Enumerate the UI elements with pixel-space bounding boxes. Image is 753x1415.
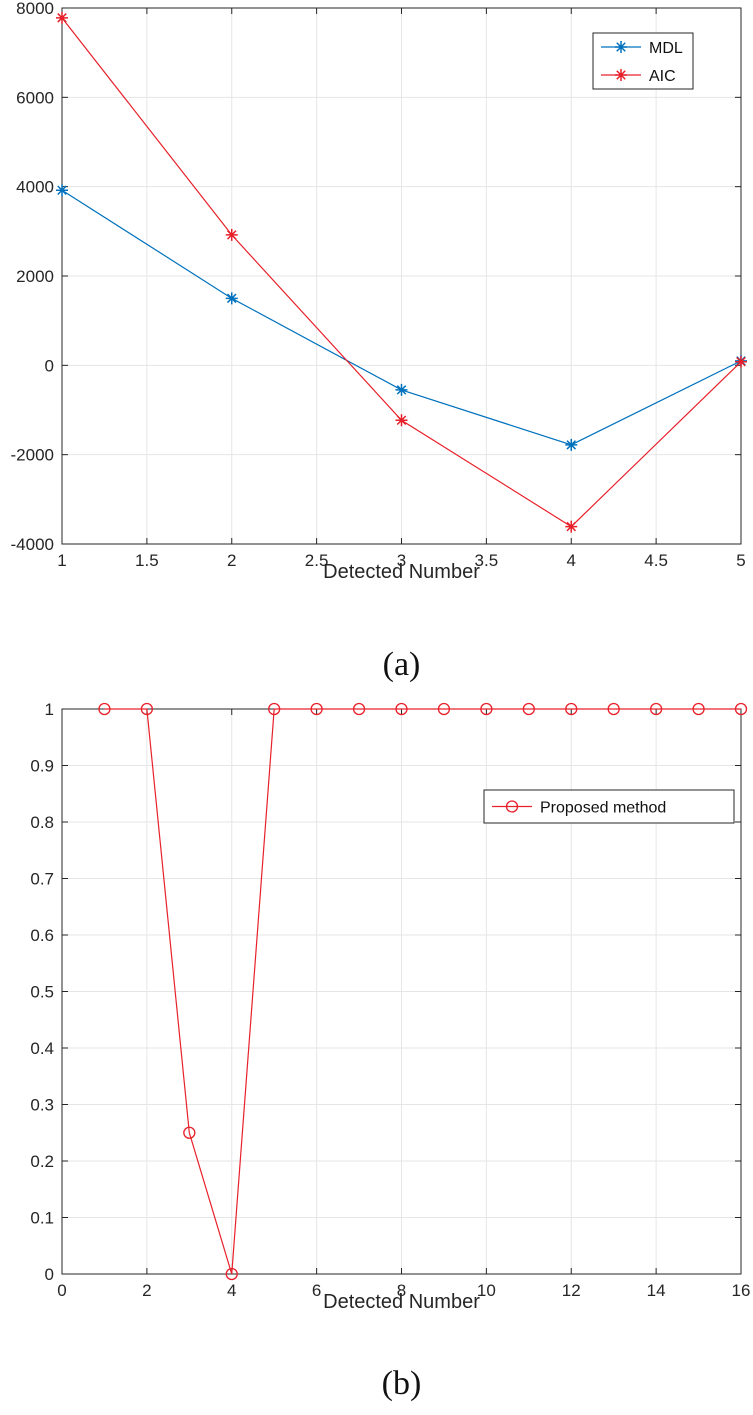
y-tick-label-b: 0.6 <box>30 926 54 945</box>
data-point-aic <box>565 520 578 533</box>
y-tick-label-a: 2000 <box>16 267 54 286</box>
x-tick-label-b: 14 <box>647 1281 666 1300</box>
y-tick-label-a: 4000 <box>16 178 54 197</box>
data-point-proposed-method <box>480 702 493 716</box>
x-tick-label-b: 10 <box>477 1281 496 1300</box>
x-tick-label-b: 4 <box>227 1281 236 1300</box>
chart-a: 1 1.5 2 2.5 3 3.5 4 4.5 5 -4000 -2000 0 2000 4000 6000… <box>11 0 747 683</box>
data-point-mdl <box>395 383 408 396</box>
x-tick-label-a: 4 <box>567 551 576 570</box>
y-tick-label-a: -2000 <box>11 446 54 465</box>
y-tick-label-b: 0.9 <box>30 757 54 776</box>
data-point-aic <box>395 414 408 427</box>
y-tick-label-b: 0.2 <box>30 1152 54 1171</box>
data-point-aic <box>225 228 238 241</box>
data-point-proposed-method <box>437 702 451 716</box>
data-point-proposed-method <box>692 702 705 716</box>
x-axis-label-a: Detected Number <box>323 561 480 583</box>
data-point-proposed-method <box>310 702 323 716</box>
data-point-proposed-method <box>607 702 620 716</box>
x-tick-label-a: 1.5 <box>135 551 159 570</box>
y-tick-label-a: 0 <box>45 356 54 375</box>
x-tick-label-a: 3.5 <box>475 551 499 570</box>
x-tick-label-b: 2 <box>142 1281 151 1300</box>
data-point-proposed-method <box>565 702 578 716</box>
x-tick-label-b: 6 <box>312 1281 321 1300</box>
y-tick-label-b: 0.3 <box>30 1096 54 1115</box>
caption-b: (b) <box>382 1365 422 1402</box>
x-tick-label-b: 16 <box>732 1281 751 1300</box>
y-tick-label-b: 0.7 <box>30 870 54 889</box>
y-tick-label-a: 6000 <box>16 88 54 107</box>
y-tick-label-b: 0.1 <box>30 1209 54 1228</box>
data-point-proposed-method <box>395 702 408 716</box>
y-tick-label-a: -4000 <box>11 535 54 554</box>
data-point-proposed-method <box>225 1267 238 1281</box>
legend-label-aic: AIC <box>649 68 676 85</box>
axes-box-a <box>61 7 742 545</box>
data-point-mdl <box>565 438 578 451</box>
x-axis-label-b: Detected Number <box>323 1291 480 1313</box>
legend-label-mdl: MDL <box>649 40 683 57</box>
y-tick-label-b: 0 <box>45 1265 54 1284</box>
series-line-proposed-method <box>104 708 741 1275</box>
x-tick-label-a: 1 <box>57 551 66 570</box>
data-point-proposed-method <box>140 702 154 716</box>
data-point-proposed-method <box>183 1126 196 1139</box>
x-tick-label-a: 5 <box>736 551 745 570</box>
y-tick-label-b: 0.4 <box>30 1039 54 1058</box>
legend-marker-mdl <box>615 41 627 53</box>
data-point-proposed-method <box>649 702 663 716</box>
x-tick-label-b: 0 <box>57 1281 66 1300</box>
legend-box-a <box>592 32 694 90</box>
y-tick-label-b: 0.5 <box>30 983 54 1002</box>
data-point-aic <box>735 355 747 368</box>
data-point-proposed-method <box>734 702 748 716</box>
y-tick-label-a: 8000 <box>16 0 54 18</box>
data-point-proposed-method <box>268 702 281 716</box>
x-tick-label-b: 12 <box>562 1281 581 1300</box>
data-point-proposed-method <box>522 702 535 716</box>
legend-marker-aic <box>615 69 627 81</box>
x-tick-label-a: 4.5 <box>644 551 668 570</box>
x-tick-label-a: 2 <box>227 551 236 570</box>
data-point-proposed-method <box>352 702 366 716</box>
y-tick-label-b: 1 <box>45 700 54 719</box>
y-tick-label-b: 0.8 <box>30 813 54 832</box>
data-point-aic <box>56 11 68 24</box>
data-point-mdl <box>56 184 68 197</box>
caption-a: (a) <box>383 646 421 683</box>
x-tick-label-b: 8 <box>397 1281 406 1300</box>
data-point-proposed-method <box>98 702 111 716</box>
chart-b: 0 2 4 6 8 10 12 14 16 0 0.1 0.2 0.3 0.4 0.5 0.6 0.7 0.8 0.… <box>30 700 750 1402</box>
legend-marker-proposed-method <box>505 800 519 813</box>
x-tick-label-a: 3 <box>397 551 406 570</box>
legend-label-proposed-method: Proposed method <box>540 800 666 817</box>
data-point-mdl <box>225 292 238 305</box>
x-tick-label-a: 2.5 <box>305 551 329 570</box>
